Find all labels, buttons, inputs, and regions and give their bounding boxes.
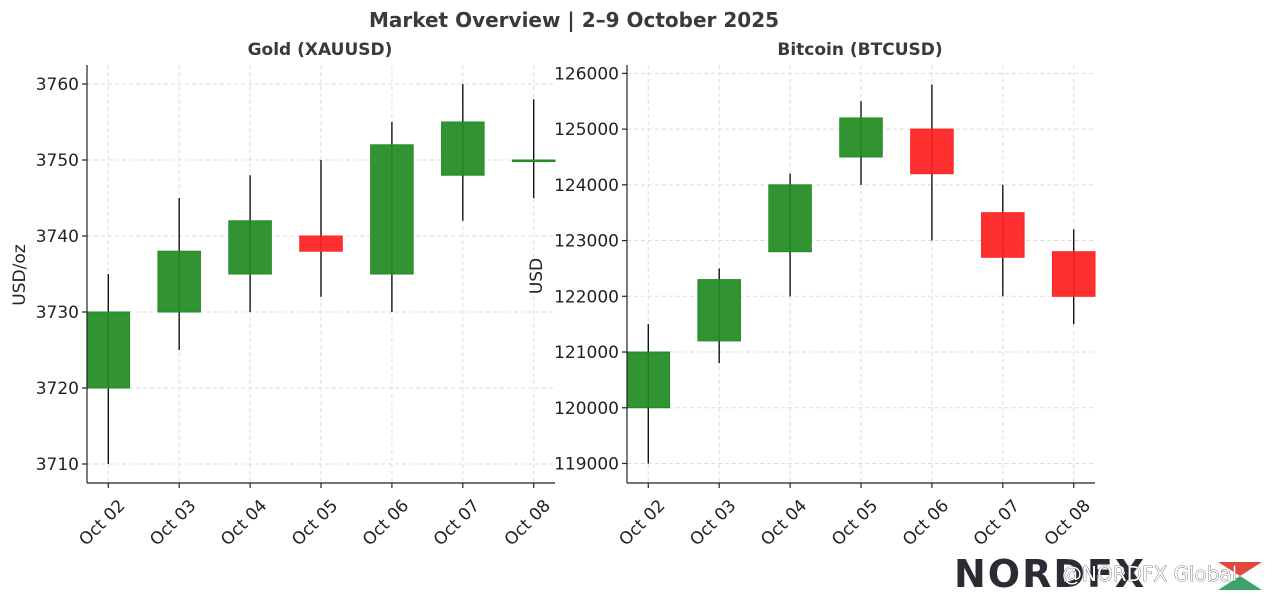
- gold-x-tick-label: Oct 06: [359, 496, 413, 550]
- bitcoin-x-tick-label: Oct 02: [615, 496, 669, 550]
- figure-suptitle: Market Overview | 2–9 October 2025: [369, 8, 779, 32]
- gold-x-tick-label: Oct 07: [430, 496, 484, 550]
- gold-x-tick-label: Oct 02: [75, 496, 129, 550]
- gold-chart-title: Gold (XAUUSD): [248, 40, 393, 60]
- bitcoin-y-axis-label: USD: [527, 258, 547, 294]
- gold-candle-body: [299, 235, 343, 252]
- gold-candle-body: [157, 250, 201, 313]
- bitcoin-x-tick-label: Oct 08: [1041, 496, 1095, 550]
- gold-x-ticks: Oct 02 Oct 03 Oct 04 Oct 05 Oct 06 Oct 07 Oct …: [75, 483, 555, 550]
- bitcoin-candle-body: [626, 351, 671, 409]
- bitcoin-x-ticks: Oct 02 Oct 03 Oct 04 Oct 05 Oct 06 Oct 07 Oct …: [615, 483, 1095, 550]
- nordfx-logo: NORDFX: [954, 552, 1146, 596]
- bitcoin-x-tick-label: Oct 04: [757, 496, 811, 550]
- gold-y-ticks: 3710 3720 3730 3740 3750 3760: [36, 75, 87, 475]
- gold-candle-body: [441, 121, 485, 176]
- bitcoin-x-tick-label: Oct 07: [970, 496, 1024, 550]
- bitcoin-chart: Bitcoin (BTCUSD) USD 1190001200001210001…: [527, 40, 1096, 550]
- gold-candles: [86, 121, 556, 389]
- gold-y-tick-label: 3720: [36, 379, 79, 399]
- bitcoin-y-ticks: 119000 120000 121000 122000 123000 124000 1250…: [554, 64, 627, 474]
- bitcoin-y-tick-label: 126000: [554, 64, 619, 84]
- gold-chart: Gold (XAUUSD) USD/oz 3710 3720 3730 3740 375…: [10, 40, 556, 550]
- gold-x-tick-label: Oct 04: [217, 496, 271, 550]
- bitcoin-chart-title: Bitcoin (BTCUSD): [777, 40, 942, 60]
- watermark-handle: @NORDFX Global: [1062, 562, 1237, 586]
- gold-x-tick-label: Oct 08: [501, 496, 555, 550]
- bitcoin-y-tick-label: 125000: [554, 120, 619, 140]
- bitcoin-candle-body: [981, 212, 1025, 258]
- gold-y-tick-label: 3710: [36, 455, 79, 475]
- bitcoin-y-tick-label: 124000: [554, 176, 619, 196]
- bitcoin-candle-body: [839, 117, 883, 158]
- logo-green-mark: [1218, 576, 1262, 590]
- gold-y-tick-label: 3760: [36, 75, 79, 95]
- bitcoin-x-tick-label: Oct 03: [686, 496, 740, 550]
- gold-y-tick-label: 3750: [36, 151, 79, 171]
- bitcoin-candle-body: [1051, 251, 1096, 297]
- bitcoin-y-tick-label: 123000: [554, 232, 619, 252]
- bitcoin-candle-body: [768, 184, 812, 253]
- watermark: NORDFX @NORDFX Global: [954, 552, 1262, 596]
- gold-x-tick-label: Oct 05: [288, 496, 342, 550]
- gold-y-tick-label: 3740: [36, 227, 79, 247]
- gold-candle-body: [228, 220, 272, 275]
- bitcoin-candles: [626, 117, 1096, 409]
- bitcoin-y-tick-label: 121000: [554, 343, 619, 363]
- gold-candle-body: [86, 311, 131, 389]
- bitcoin-candle-body: [910, 128, 954, 175]
- bitcoin-y-tick-label: 119000: [554, 454, 619, 474]
- bitcoin-x-tick-label: Oct 05: [828, 496, 882, 550]
- logo-red-mark: [1218, 562, 1262, 576]
- bitcoin-x-tick-label: Oct 06: [899, 496, 953, 550]
- gold-x-tick-label: Oct 03: [146, 496, 200, 550]
- gold-y-axis-label: USD/oz: [10, 244, 30, 305]
- gold-y-tick-label: 3730: [36, 303, 79, 323]
- bitcoin-y-tick-label: 120000: [554, 399, 619, 419]
- bitcoin-y-tick-label: 122000: [554, 287, 619, 307]
- gold-candle-body: [511, 159, 556, 162]
- gold-candle-body: [370, 144, 414, 275]
- bitcoin-candle-body: [697, 279, 741, 342]
